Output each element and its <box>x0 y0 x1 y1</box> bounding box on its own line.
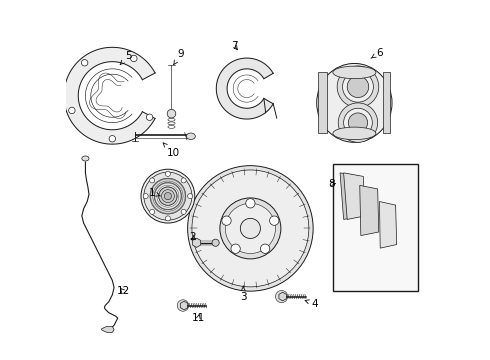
Circle shape <box>188 166 313 291</box>
Polygon shape <box>216 58 273 119</box>
Circle shape <box>212 239 219 246</box>
Circle shape <box>147 114 153 121</box>
Bar <box>318 72 326 134</box>
Circle shape <box>270 216 279 225</box>
Text: 10: 10 <box>163 143 180 158</box>
Circle shape <box>177 300 189 311</box>
Text: 5: 5 <box>120 51 132 64</box>
Polygon shape <box>101 326 114 332</box>
Ellipse shape <box>333 66 376 79</box>
Text: 7: 7 <box>231 41 238 50</box>
Circle shape <box>109 135 116 142</box>
Circle shape <box>240 219 260 238</box>
Circle shape <box>337 66 379 108</box>
Circle shape <box>164 193 171 200</box>
Polygon shape <box>379 202 397 248</box>
Text: 12: 12 <box>117 286 130 296</box>
Polygon shape <box>193 238 200 247</box>
Circle shape <box>338 103 378 142</box>
Circle shape <box>149 178 155 183</box>
Circle shape <box>231 244 240 253</box>
Circle shape <box>192 170 309 287</box>
Polygon shape <box>343 173 365 220</box>
Circle shape <box>159 187 177 206</box>
Circle shape <box>188 194 193 199</box>
Bar <box>333 164 418 291</box>
Polygon shape <box>64 47 155 144</box>
Circle shape <box>343 71 373 102</box>
Circle shape <box>149 210 155 214</box>
Circle shape <box>166 216 171 221</box>
Circle shape <box>261 244 270 253</box>
Circle shape <box>166 171 171 176</box>
Circle shape <box>222 216 231 225</box>
Ellipse shape <box>82 156 89 161</box>
Polygon shape <box>279 292 286 301</box>
Polygon shape <box>340 173 362 220</box>
Circle shape <box>181 178 186 183</box>
Circle shape <box>141 169 195 223</box>
Text: 2: 2 <box>190 232 196 242</box>
Text: 8: 8 <box>328 179 336 189</box>
Circle shape <box>167 109 176 118</box>
Text: 9: 9 <box>173 49 184 65</box>
Circle shape <box>348 113 368 132</box>
Circle shape <box>343 108 372 137</box>
Circle shape <box>69 107 75 114</box>
Circle shape <box>131 55 137 62</box>
Circle shape <box>81 59 88 66</box>
Ellipse shape <box>333 127 376 140</box>
Text: 1: 1 <box>148 188 160 198</box>
Text: 3: 3 <box>240 286 246 302</box>
Circle shape <box>161 190 174 203</box>
Circle shape <box>220 198 281 259</box>
Bar <box>383 72 390 134</box>
Text: 4: 4 <box>305 299 318 309</box>
Circle shape <box>143 194 148 199</box>
Polygon shape <box>180 301 188 310</box>
Polygon shape <box>360 185 379 235</box>
Circle shape <box>144 172 192 220</box>
Ellipse shape <box>317 63 392 142</box>
Text: 6: 6 <box>371 48 383 58</box>
Circle shape <box>347 76 368 98</box>
Ellipse shape <box>186 133 196 139</box>
Circle shape <box>245 199 255 208</box>
Text: 11: 11 <box>192 313 205 323</box>
Circle shape <box>181 210 186 214</box>
Circle shape <box>225 203 275 253</box>
Circle shape <box>154 183 181 210</box>
Circle shape <box>150 178 186 214</box>
Circle shape <box>275 291 288 303</box>
